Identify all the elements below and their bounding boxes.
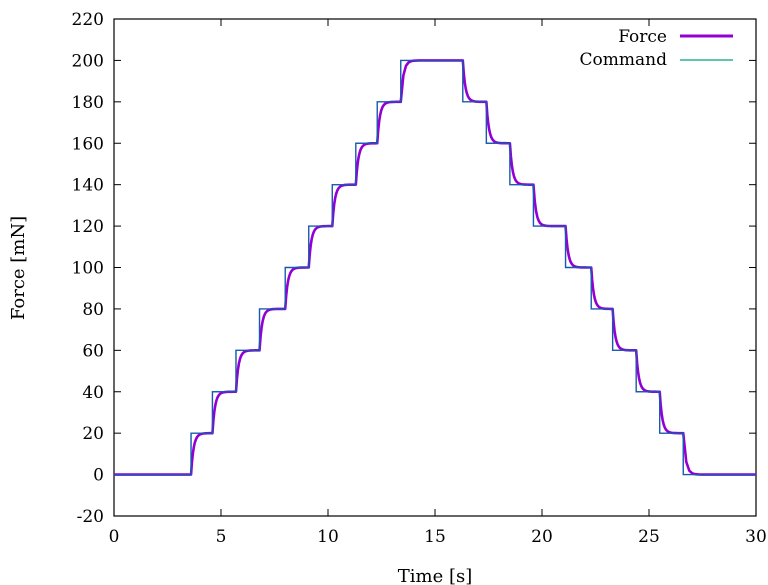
y-tick-label: 0 <box>93 466 104 486</box>
plot-border <box>113 18 757 517</box>
y-tick-label: 200 <box>72 51 104 71</box>
axis-ticks <box>113 18 757 517</box>
legend-label-command: Command <box>580 50 668 70</box>
y-tick-label: 80 <box>82 300 104 320</box>
tick-labels: 0 5 10 15 20 25 30-200204060801001201401601802… <box>72 10 767 547</box>
y-tick-label: 120 <box>72 217 104 237</box>
y-tick-label: 100 <box>72 259 104 279</box>
y-tick-label: 160 <box>72 134 104 154</box>
y-tick-label: 180 <box>72 93 104 113</box>
y-axis-title: Force [mN] <box>8 216 29 320</box>
plot-frame <box>113 18 757 517</box>
x-tick-label: 25 <box>638 527 660 547</box>
series-layer <box>114 59 756 476</box>
y-tick-label: 140 <box>72 176 104 196</box>
x-tick-label: 5 <box>216 527 227 547</box>
y-tick-label: 60 <box>82 341 104 361</box>
x-tick-label: 10 <box>317 527 339 547</box>
x-tick-label: 0 <box>109 527 120 547</box>
x-tick-label: 30 <box>745 527 767 547</box>
legend-label-force: Force <box>618 27 667 47</box>
y-tick-label: 220 <box>72 10 104 30</box>
y-tick-label: -20 <box>77 507 104 527</box>
y-tick-label: 40 <box>82 383 104 403</box>
x-tick-label: 20 <box>531 527 553 547</box>
y-tick-label: 20 <box>82 424 104 444</box>
x-tick-label: 15 <box>424 527 446 547</box>
legend: Force Command <box>580 27 733 70</box>
series-line-overlay <box>114 59 756 476</box>
x-axis-title: Time [s] <box>398 566 473 585</box>
